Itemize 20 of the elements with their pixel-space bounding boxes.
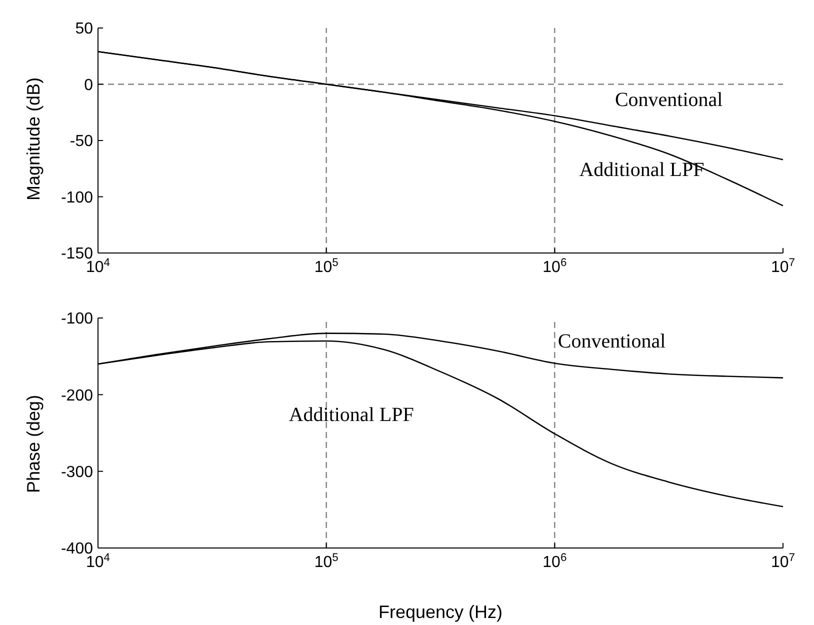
text: Additional LPF (288, 404, 414, 426)
y-tick-label: -300 (60, 464, 94, 482)
y-tick-label: 50 (75, 20, 94, 38)
series-label: Conventional (614, 89, 724, 111)
x-tick-label: 10$^{6}$ (542, 552, 567, 571)
y-tick-label: -50 (70, 133, 94, 150)
y-tick-label: -200 (60, 387, 94, 404)
x-tick-label: 10$^{5}$ (314, 257, 338, 276)
x-tick-label: 10$^{6}$ (542, 257, 567, 276)
y-axis-title: Magnitude (dB) (23, 77, 44, 200)
x-tick-label: 10$^{5}$ (314, 552, 338, 571)
y-tick-label: -100 (60, 189, 94, 206)
x-axis-title: Frequency (Hz) (378, 602, 503, 622)
y-tick-label: 0 (84, 76, 94, 94)
series-label: Additional LPF (579, 159, 704, 181)
x-tick-label: 10$^{7}$ (770, 257, 796, 276)
x-tick-label: 10$^{7}$ (770, 552, 796, 571)
y-axis-title: Phase (deg) (23, 394, 44, 493)
y-tick-label: -100 (60, 310, 94, 328)
series-label: Conventional (558, 330, 666, 352)
